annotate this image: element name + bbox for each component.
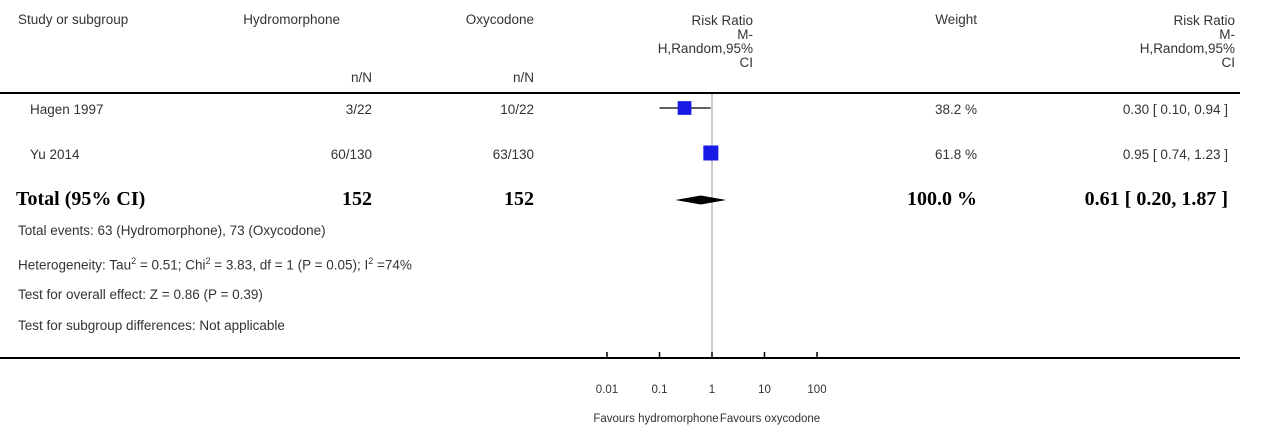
study-group2-events: 63/130 (492, 147, 534, 162)
study-weight: 38.2 % (934, 102, 977, 117)
header-plot-title-line4: CI (739, 55, 754, 70)
header-effect-title-line2: M- (1219, 27, 1235, 42)
footnote-heterogeneity: Heterogeneity: Tau2 = 0.51; Chi2 = 3.83,… (18, 256, 412, 273)
total-group2: 152 (504, 188, 534, 210)
footnote-subgroup: Test for subgroup differences: Not appli… (18, 318, 285, 333)
header-effect-title: Risk Ratio M- H,Random,95% CI (1140, 14, 1235, 70)
study-ci-text: 0.95 [ 0.74, 1.23 ] (1122, 147, 1228, 162)
total-group1: 152 (342, 188, 372, 210)
axis-tick-label: 100 (807, 384, 826, 396)
pooled-diamond (675, 195, 727, 205)
footnote-events: Total events: 63 (Hydromorphone), 73 (Ox… (18, 223, 326, 238)
footnote-overall-effect: Test for overall effect: Z = 0.86 (P = 0… (18, 287, 263, 302)
study-group1-events: 60/130 (330, 147, 372, 162)
header-plot-title-line1: Risk Ratio (691, 13, 753, 28)
axis-tick-label: 0.01 (596, 384, 618, 396)
total-weight: 100.0 % (907, 188, 977, 210)
study-group1-events: 3/22 (345, 102, 372, 117)
header-rule (0, 92, 1240, 94)
study-marker (677, 101, 692, 115)
header-effect-title-line3: H,Random,95% (1139, 41, 1235, 56)
header-group1-sub: n/N (350, 70, 372, 85)
header-group2: Oxycodone (465, 12, 534, 27)
study-group2-events: 10/22 (500, 102, 534, 117)
study-weight: 61.8 % (934, 147, 977, 162)
study-name: Hagen 1997 (30, 102, 104, 117)
bottom-rule (0, 357, 1240, 359)
axis-right-label: Favours oxycodone (720, 413, 820, 425)
total-label: Total (95% CI) (16, 188, 146, 210)
header-effect-title-line4: CI (1221, 55, 1236, 70)
header-weight: Weight (935, 12, 977, 27)
axis-tick-label: 0.1 (652, 384, 668, 396)
header-plot-title-line3: H,Random,95% (657, 41, 753, 56)
header-plot-title: Risk Ratio M- H,Random,95% CI (658, 14, 753, 70)
total-ci-text: 0.61 [ 0.20, 1.87 ] (1084, 188, 1228, 210)
axis-tick-label: 10 (758, 384, 771, 396)
study-marker (703, 145, 719, 161)
header-group1: Hydromorphone (243, 12, 340, 27)
study-ci-text: 0.30 [ 0.10, 0.94 ] (1122, 102, 1228, 117)
header-effect-title-line1: Risk Ratio (1173, 13, 1235, 28)
header-group2-sub: n/N (512, 70, 534, 85)
axis-left-label: Favours hydromorphone (593, 413, 718, 425)
header-plot-title-line2: M- (737, 27, 753, 42)
study-name: Yu 2014 (30, 147, 80, 162)
header-study: Study or subgroup (18, 12, 129, 27)
axis-tick-label: 1 (709, 384, 715, 396)
